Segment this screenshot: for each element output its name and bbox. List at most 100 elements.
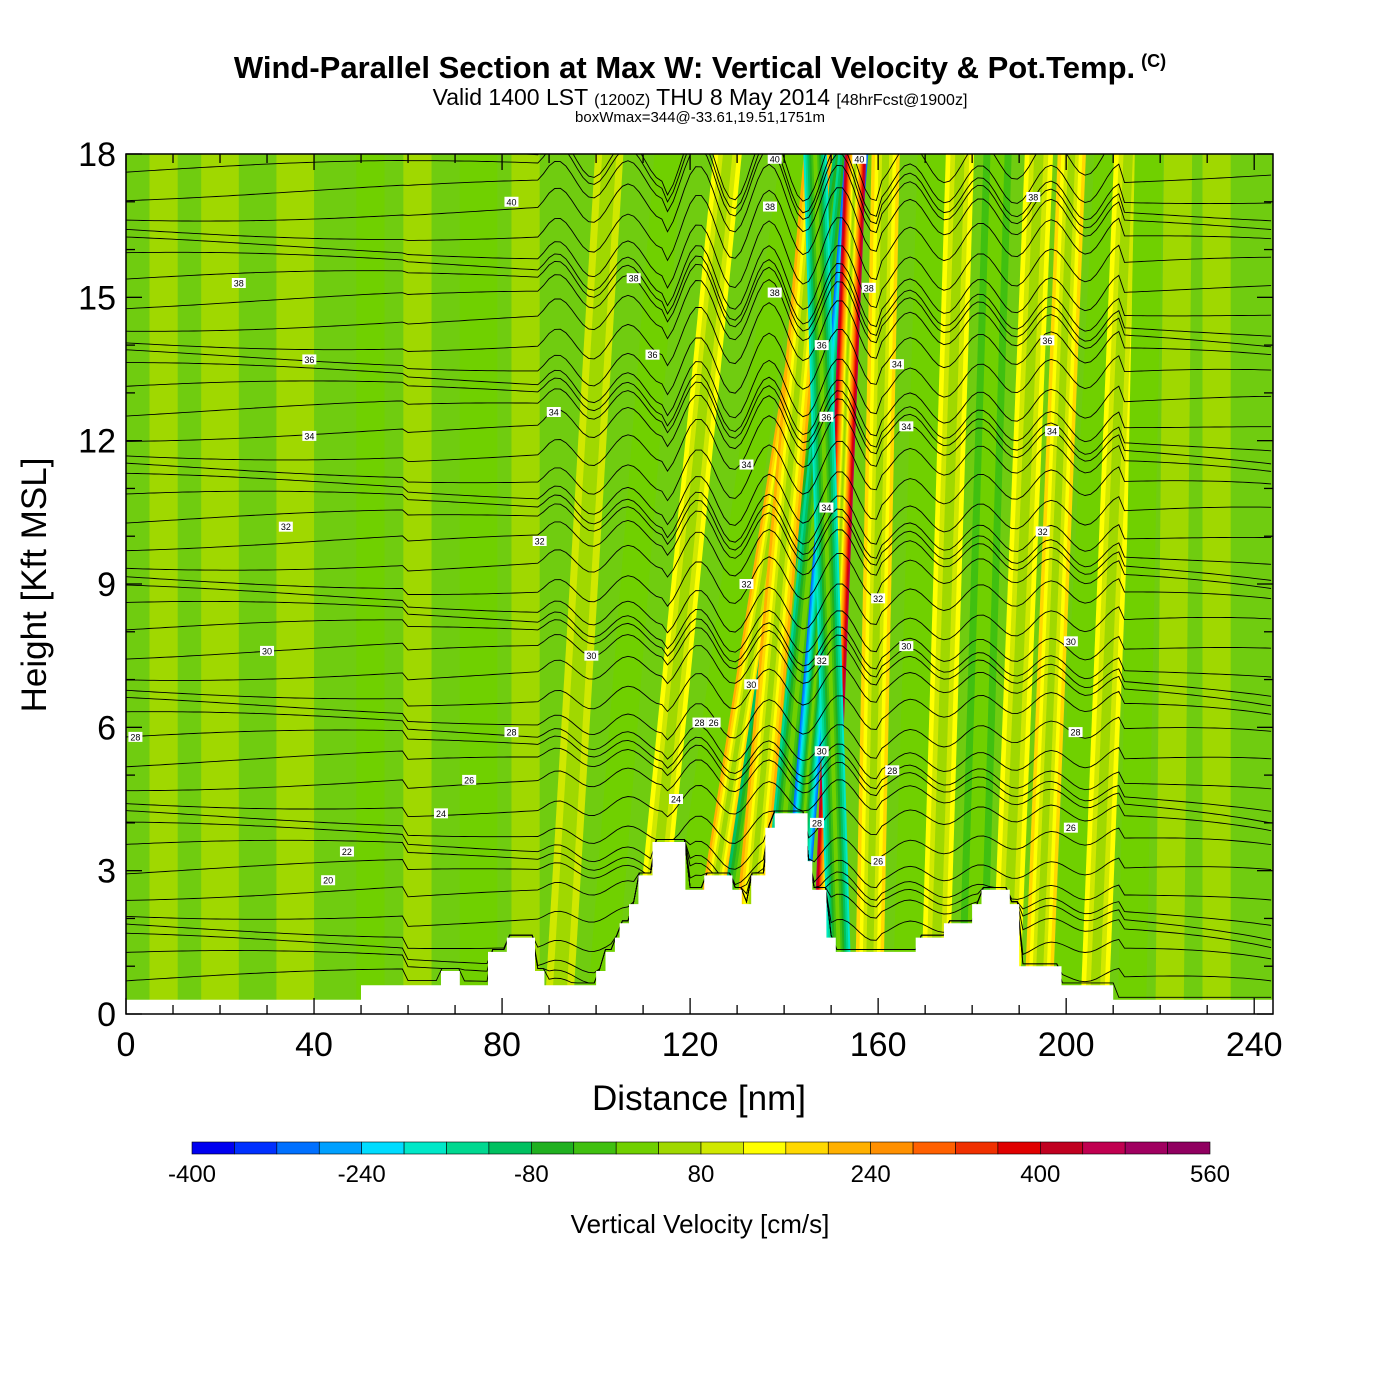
velocity-band [990,154,1054,1014]
velocity-band [1202,154,1231,1014]
contour-label: 40 [767,154,782,164]
contour-labels: 40 38 38 36 36 34 34 32 32 30 30 28 28 26 24 22 20 40 38 38… [128,154,1083,886]
theta-contour-line [126,804,1272,844]
contour-label: 30 [744,679,759,690]
contour-label-bg [852,154,867,164]
plot-area: 40 38 38 36 36 34 34 32 32 30 30 28 28 26 24 22 20 40 38 38… [126,154,1273,1014]
contour-label: 26 [1063,822,1078,833]
contour-label-bg [260,645,275,656]
contour-label: 36 [814,340,829,351]
valid-date: THU 8 May 2014 [656,84,831,110]
colorbar-swatch [1082,1141,1126,1155]
contour-label-text: 38 [864,283,874,293]
theta-contour-line [126,490,1272,545]
contour-label: 34 [1045,426,1060,437]
velocity-band [149,154,178,1014]
contour-label-bg [744,679,759,690]
contour-label-bg [231,278,246,288]
contour-label-bg [626,273,641,284]
contour-label-text: 24 [671,795,681,805]
colorbar-swatch [743,1141,787,1155]
contour-label-bg [546,407,561,417]
contour-label: 38 [767,287,782,298]
contour-label: 36 [819,411,834,422]
contour-label-text: 22 [342,847,352,857]
contour-label: 24 [668,794,683,805]
contour-label-text: 34 [742,460,752,470]
colorbar-tick-label: -240 [338,1161,386,1188]
contour-label-text: 26 [464,775,474,785]
colorbar-tick-label: 560 [1190,1161,1230,1188]
contour-label: 36 [1040,335,1055,346]
theta-contour-line [126,553,1272,607]
velocity-band [1117,154,1164,1014]
colorbar-tick-label: -80 [514,1161,549,1188]
contour-label-bg [739,579,754,589]
contour-label-text: 36 [817,341,827,351]
theta-contour-line [126,600,1272,654]
velocity-band [803,154,853,1014]
contour-label-text: 40 [506,197,516,207]
theta-contour-line [518,154,1105,202]
x-tick-label: 160 [850,1026,907,1064]
velocity-band [586,154,683,1014]
x-tick-label: 40 [295,1026,333,1064]
velocity-cell [1117,154,1164,1014]
theta-contour-line [126,510,1272,568]
contour-label-bg [584,650,599,661]
contour-label: 40 [852,154,867,164]
contour-label: 34 [739,459,754,470]
theta-contour-line [126,643,1272,697]
contour-label: 30 [260,645,275,656]
velocity-cell [965,154,1005,1014]
contour-label-bg [1040,335,1055,346]
contour-label-bg [763,201,778,212]
contour-label-bg [433,808,448,819]
velocity-band [628,154,742,1014]
contour-label-text: 34 [304,431,314,441]
contour-label-text: 28 [130,732,140,742]
theta-contour-line [126,744,1272,791]
contour-label-bg [1063,822,1078,833]
contour-label-text: 36 [647,350,657,360]
contour-label: 32 [739,579,754,590]
velocity-band [892,154,946,1014]
theta-contour-line [126,154,1272,225]
colorbar-swatch [276,1141,320,1155]
contour-label-text: 38 [1028,193,1038,203]
velocity-cell [661,154,809,1014]
contour-label-bg [1063,636,1078,647]
colorbar-swatch [785,1141,829,1155]
contour-label-text: 34 [901,422,911,432]
velocity-cell [865,154,890,1014]
theta-contour-line [126,255,1272,328]
theta-contour-line [126,300,1272,367]
colorbar-tick-label: 240 [851,1161,891,1188]
contour-label-bg [885,765,900,776]
contour-label-text: 40 [854,154,864,164]
contour-label: 30 [814,746,829,757]
contour-label-text: 30 [262,646,272,656]
theta-contour-line [126,329,1272,396]
x-axis: 0 40 80 120 160 200 240 [117,154,1283,1064]
colorbar-swatch [1040,1141,1084,1155]
velocity-band [1023,154,1086,1014]
contour-label: 32 [1035,526,1050,537]
theta-contour-line [126,810,1272,889]
contour-label-bg [814,746,829,757]
colorbar-swatch [955,1141,999,1155]
contour-label-bg [819,502,834,513]
contour-label: 28 [692,717,707,728]
colorbar-swatch [318,1141,362,1155]
y-axis-title: Height [Kft MSL] [15,458,54,713]
velocity-cell [1202,154,1231,1014]
colorbar-swatch [912,1141,956,1155]
velocity-cell [892,154,946,1014]
theta-contour-line [126,466,1272,526]
velocity-cell [1155,154,1193,1014]
contour-label-bg [645,349,660,360]
contour-label-bg [321,875,336,886]
theta-contour-line [126,187,1272,262]
theta-contour-line [126,810,1272,870]
contour-label-bg [899,421,914,432]
